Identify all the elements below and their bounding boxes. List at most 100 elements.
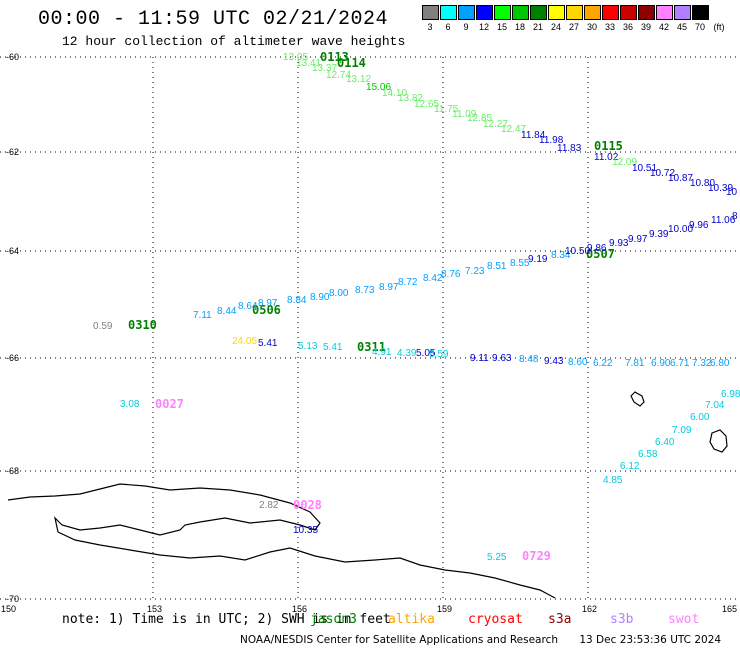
legend-label: 70: [694, 22, 705, 32]
wave-height-value: 8.84: [287, 295, 307, 306]
wave-height-value: 8.73: [355, 285, 375, 296]
wave-height-value: 15.06: [366, 82, 391, 93]
wave-height-value: 10.39: [708, 183, 733, 194]
wave-height-value: 8.97: [258, 298, 278, 309]
lat-label: -70: [6, 594, 19, 604]
legend-swatch: [602, 5, 619, 20]
wave-height-value: 4.39: [397, 348, 417, 359]
track-time-label: 0507: [586, 247, 615, 261]
wave-height-value: 11.98: [539, 135, 564, 146]
wave-height-value: 13.12: [346, 74, 371, 85]
wave-height-value: 8: [732, 211, 738, 222]
legend-label: 21: [532, 22, 543, 32]
legend-swatch: [458, 5, 475, 20]
satellite-label-cryosat: cryosat: [468, 612, 523, 627]
wave-height-value: 6.40: [655, 437, 675, 448]
track-time-label: 0729: [522, 549, 551, 563]
graticule: [0, 56, 740, 600]
wave-height-value: 8.97: [379, 282, 399, 293]
wave-height-value: 7.11: [193, 310, 212, 321]
wave-height-value: 8.42: [423, 273, 443, 284]
wave-height-value: 9.63: [492, 353, 512, 364]
wave-height-value: 9.86: [587, 243, 607, 254]
legend-label: 42: [658, 22, 669, 32]
wave-height-value: 8.44: [217, 306, 237, 317]
wave-height-value: 10.35: [293, 525, 318, 536]
wave-height-value: 7.23: [465, 266, 485, 277]
wave-height-value: 13.41: [296, 58, 321, 69]
wave-height-value: 9.19: [528, 254, 548, 265]
wave-height-value: 8.48: [519, 354, 539, 365]
wave-height-value: 8.60: [568, 357, 588, 368]
wave-height-value: 11.83: [557, 143, 582, 154]
wave-height-value: 6.80: [710, 358, 730, 369]
wave-height-value: 6.71: [670, 358, 690, 369]
lon-label: 162: [582, 604, 597, 614]
wave-height-value: 6.00: [690, 412, 710, 423]
wave-height-value: 8.64: [238, 301, 258, 312]
track-time-label: 0506: [252, 303, 281, 317]
wave-height-value: 9.97: [628, 234, 648, 245]
track-time-label: 0028: [293, 498, 322, 512]
wave-height-value: 0.59: [93, 321, 113, 332]
wave-height-value: 11.75: [434, 104, 459, 115]
wave-height-value: 7.04: [705, 400, 725, 411]
legend-label: 18: [514, 22, 525, 32]
wave-height-value: 4.91: [372, 347, 392, 358]
lat-label: -60: [6, 52, 19, 62]
wave-height-value: 5.05: [416, 348, 436, 359]
wave-height-value: 10.72: [650, 168, 675, 179]
legend-swatch: [620, 5, 637, 20]
wave-height-value: 9.93: [609, 238, 629, 249]
legend-swatch: [548, 5, 565, 20]
legend-label: 9: [463, 22, 469, 32]
coastline: [7, 391, 728, 599]
track-time-label: 0310: [128, 318, 157, 332]
legend-swatch: [674, 5, 691, 20]
wave-height-value: 4.85: [603, 475, 623, 486]
track-time-label: 0115: [594, 139, 623, 153]
satellite-label-s3a: s3a: [548, 612, 572, 627]
wave-height-value: 13.37: [312, 63, 337, 74]
lon-label: 159: [437, 604, 452, 614]
wave-height-value: 9.43: [544, 356, 564, 367]
legend-swatch: [638, 5, 655, 20]
wave-height-value: 10: [726, 187, 738, 198]
wave-height-value: 6.98: [721, 389, 740, 400]
legend-swatch: [512, 5, 529, 20]
legend-label: 45: [676, 22, 687, 32]
wave-height-value: 8.34: [551, 250, 571, 261]
wave-height-value: 11.09: [452, 109, 477, 120]
legend-label: 12: [478, 22, 489, 32]
lat-label: -64: [6, 246, 19, 256]
wave-height-value: 2.82: [259, 500, 279, 511]
wave-height-value: 13.05: [283, 52, 308, 63]
wave-height-value: 5.41: [258, 338, 278, 349]
lat-label: -66: [6, 353, 19, 363]
wave-height-value: 13.82: [398, 93, 423, 104]
wave-height-value: 12.47: [501, 124, 526, 135]
lat-label: -68: [6, 466, 19, 476]
wave-height-value: 12.09: [612, 157, 637, 168]
legend-swatch: [656, 5, 673, 20]
wave-height-value: 12.74: [326, 70, 351, 81]
wave-height-value: 8.00: [329, 288, 349, 299]
footer-org: NOAA/NESDIS Center for Satellite Applica…: [240, 634, 558, 646]
legend-swatch: [566, 5, 583, 20]
wave-height-value: 9.39: [649, 229, 669, 240]
lon-label: 156: [292, 604, 307, 614]
legend-label: 36: [622, 22, 633, 32]
wave-height-value: 7.32: [692, 358, 712, 369]
wave-height-value: 5.13: [298, 341, 318, 352]
page-title: 00:00 - 11:59 UTC 02/21/2024: [38, 8, 389, 31]
track-time-label: 0114: [337, 56, 366, 70]
wave-height-value: 24.05: [232, 336, 257, 347]
legend-swatch: [422, 5, 439, 20]
wave-height-value: 11.06: [711, 215, 736, 226]
lon-label: 153: [147, 604, 162, 614]
wave-height-value: 11.02: [594, 152, 619, 163]
legend-swatch: [494, 5, 511, 20]
wave-height-value: 14.10: [382, 88, 407, 99]
